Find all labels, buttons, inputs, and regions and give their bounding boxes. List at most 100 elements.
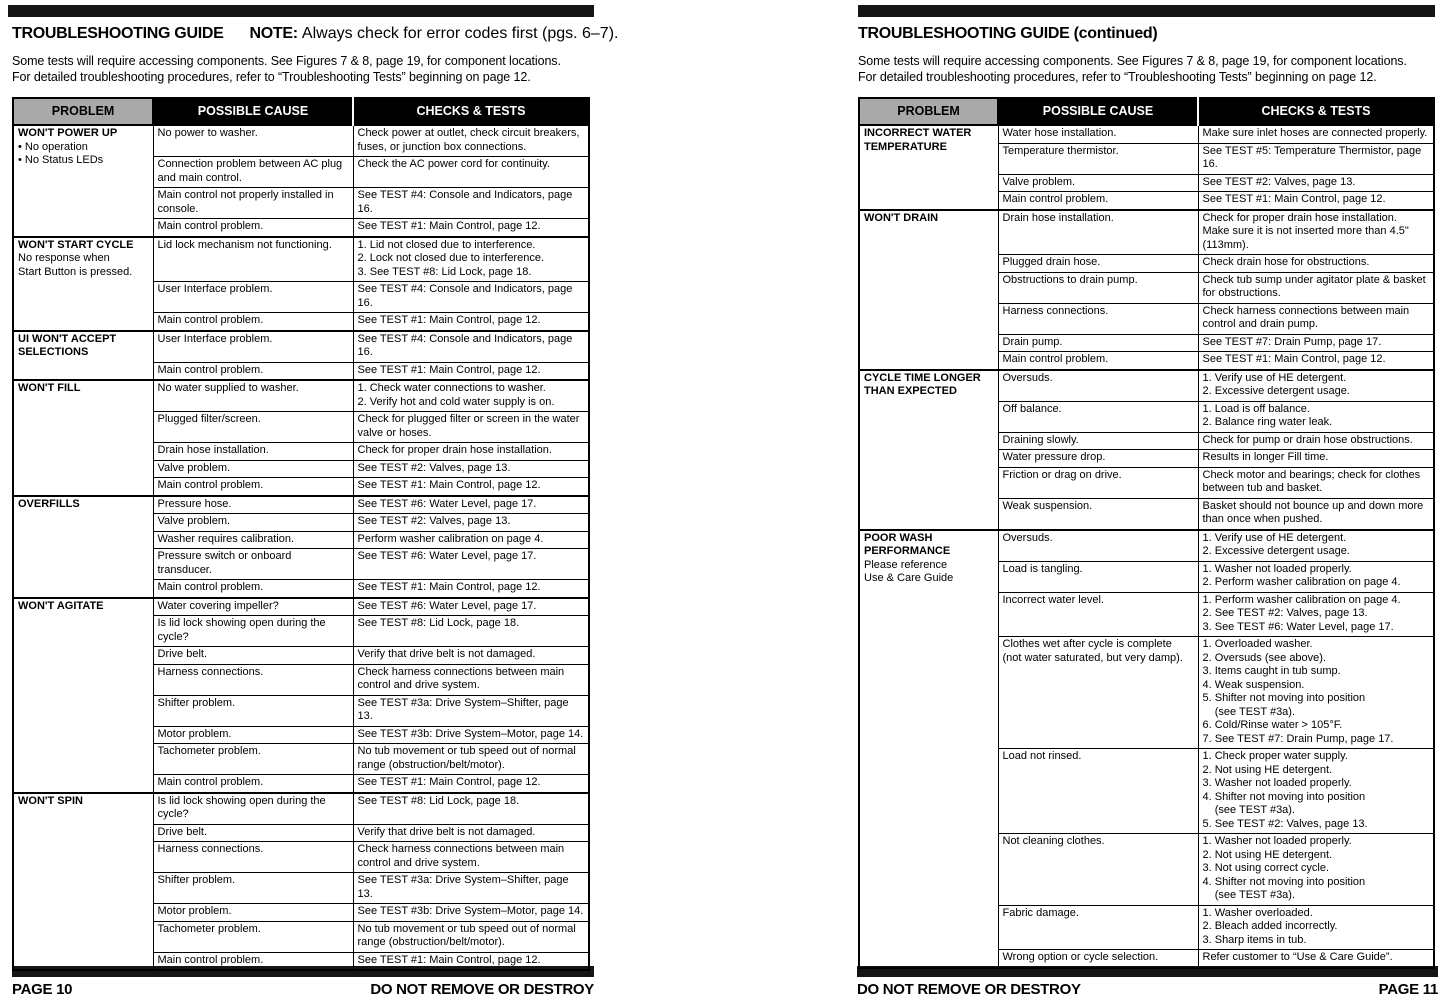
table-row: Load not rinsed. 1. Check proper water su… [859, 748, 1435, 834]
problem-title: CYCLE TIME LONGER THAN EXPECTED [864, 371, 981, 398]
cause-cell: Motor problem. [152, 725, 354, 744]
page-title-left: TROUBLESHOOTING GUIDE NOTE: Always check … [12, 25, 618, 43]
table-row: Wrong option or cycle selection. Refer cu… [859, 949, 1435, 968]
problem-cell: WON'T SPIN [12, 791, 154, 971]
cause-cell: Tachometer problem. [152, 743, 354, 775]
table-row: Harness connections. Check harness connec… [13, 663, 590, 696]
cause-cell: Water pressure drop. [997, 449, 1199, 468]
checks-cell: See TEST #8: Lid Lock, page 18. [352, 615, 590, 647]
cause-cell: Friction or drag on drive. [997, 466, 1199, 499]
problem-cell: CYCLE TIME LONGER THAN EXPECTED [858, 368, 999, 530]
checks-cell: See TEST #3b: Drive System–Motor, page 1… [352, 725, 590, 744]
cause-cell: Drain pump. [997, 333, 1199, 352]
cause-cell: Main control problem. [152, 361, 354, 381]
cause-cell: Main control problem. [152, 312, 354, 331]
cause-cell: Oversuds. [997, 528, 1199, 562]
column-header-problem: PROBLEM [12, 97, 154, 126]
table-row: Fabric damage. 1. Washer overloaded. 2. B… [859, 904, 1435, 950]
cause-cell: User Interface problem. [152, 281, 354, 313]
problem-title: UI WON'T ACCEPT SELECTIONS [18, 332, 117, 359]
checks-cell: 1. Lid not closed due to interference. 2… [352, 235, 590, 282]
checks-cell: See TEST #1: Main Control, page 12. [352, 774, 590, 793]
problem-note: No response when [18, 252, 110, 264]
guide-title: TROUBLESHOOTING GUIDE [12, 25, 224, 42]
table-row: Motor problem. See TEST #3b: Drive System… [13, 725, 590, 744]
problem-title: WON'T START CYCLE [18, 238, 134, 251]
checks-cell: See TEST #1: Main Control, page 12. [1197, 191, 1435, 210]
problem-title: WON'T AGITATE [18, 599, 104, 612]
column-header-possible-cause: POSSIBLE CAUSE [153, 98, 354, 125]
checks-cell: 1. Verify use of HE detergent. 2. Excess… [1197, 528, 1435, 562]
cause-cell: Weak suspension. [997, 497, 1199, 530]
cause-cell: Water hose installation. [997, 124, 1199, 144]
problem-note: • No operation [18, 140, 88, 153]
checks-cell: Check harness connections between main c… [1197, 302, 1435, 335]
cause-cell: Drain hose installation. [152, 442, 354, 461]
problem-title: POOR WASH PERFORMANCE [864, 531, 951, 558]
table-row: Plugged filter/screen. Check for plugged … [13, 411, 590, 443]
cause-cell: Is lid lock showing open during the cycl… [152, 615, 354, 647]
cause-cell: Shifter problem. [152, 694, 354, 727]
checks-cell: See TEST #5: Temperature Thermistor, pag… [1197, 142, 1435, 175]
checks-cell: See TEST #6: Water Level, page 17. [352, 494, 590, 514]
checks-cell: No tub movement or tub speed out of norm… [352, 743, 590, 775]
table-row: Not cleaning clothes. 1. Washer not loade… [859, 833, 1435, 906]
table-row: Off balance. 1. Load is off balance. 2. B… [859, 400, 1435, 433]
checks-cell: Check motor and bearings; check for clot… [1197, 466, 1435, 499]
checks-cell: See TEST #2: Valves, page 13. [352, 513, 590, 532]
problem-cell: WON'T START CYCLE No response when Start B… [12, 235, 154, 331]
table-row: Clothes wet after cycle is complete (not… [859, 636, 1435, 749]
problem-title: OVERFILLS [18, 497, 80, 510]
table-row: CYCLE TIME LONGER THAN EXPECTED Oversuds.… [858, 368, 1435, 530]
cause-cell: Temperature thermistor. [997, 142, 1199, 175]
checks-cell: Check for proper drain hose installation… [352, 442, 590, 461]
footer-left-page: PAGE 10 DO NOT REMOVE OR DESTROY [12, 981, 594, 998]
cause-cell: Plugged drain hose. [997, 254, 1199, 273]
page-title-right: TROUBLESHOOTING GUIDE (continued) [858, 25, 1158, 42]
table-row: WON'T START CYCLE No response when Start B… [12, 235, 590, 331]
table-row: Motor problem. See TEST #3b: Drive System… [13, 903, 590, 922]
table-header-row: PROBLEM POSSIBLE CAUSE CHECKS & TESTS [12, 97, 589, 126]
checks-cell: 1. Washer not loaded properly. 2. Not us… [1197, 833, 1435, 906]
table-row: Drain pump. See TEST #7: Drain Pump, page… [859, 333, 1435, 352]
column-header-checks-tests: CHECKS & TESTS [1198, 98, 1434, 125]
table-row: WON'T FILL No water supplied to washer. 1.… [12, 379, 590, 496]
checks-cell: Check the AC power cord for continuity. [352, 156, 590, 188]
checks-cell: Check drain hose for obstructions. [1197, 254, 1435, 273]
column-header-problem: PROBLEM [858, 97, 999, 126]
checks-cell: See TEST #1: Main Control, page 12. [352, 218, 590, 237]
checks-cell: 1. Washer overloaded. 2. Bleach added in… [1197, 904, 1435, 950]
problem-note: • No Status LEDs [18, 154, 104, 166]
table-row: Load is tangling. 1. Washer not loaded pr… [859, 560, 1435, 593]
table-row: Main control problem. See TEST #1: Main C… [13, 477, 590, 496]
checks-cell: Perform washer calibration on page 4. [352, 530, 590, 549]
table-header-row: PROBLEM POSSIBLE CAUSE CHECKS & TESTS [858, 97, 1434, 126]
problem-cell: OVERFILLS [12, 494, 154, 598]
checks-cell: See TEST #3a: Drive System–Shifter, page… [352, 694, 590, 727]
cause-cell: Tachometer problem. [152, 920, 354, 953]
checks-cell: Check for proper drain hose installation… [1197, 208, 1435, 255]
checks-cell: See TEST #4: Console and Indicators, pag… [352, 187, 590, 219]
cause-cell: User Interface problem. [152, 329, 354, 363]
cause-cell: Plugged filter/screen. [152, 411, 354, 443]
table-row: INCORRECT WATER TEMPERATURE Water hose in… [858, 124, 1435, 210]
problem-title: WON'T SPIN [18, 794, 83, 807]
checks-cell: See TEST #7: Drain Pump, page 17. [1197, 333, 1435, 352]
table-row: Friction or drag on drive. Check motor an… [859, 466, 1435, 499]
cause-cell: Not cleaning clothes. [997, 833, 1199, 906]
cause-cell: Off balance. [997, 400, 1199, 433]
cause-cell: Main control problem. [152, 477, 354, 496]
cause-cell: No water supplied to washer. [152, 379, 354, 412]
cause-cell: Valve problem. [997, 173, 1199, 192]
problem-cell: WON'T FILL [12, 379, 154, 496]
cause-cell: Shifter problem. [152, 872, 354, 904]
table-row: Valve problem. See TEST #2: Valves, page … [13, 459, 590, 478]
note-text: Always check for error codes first (pgs.… [301, 25, 619, 42]
do-not-remove-text: DO NOT REMOVE OR DESTROY [370, 981, 594, 998]
cause-cell: Load not rinsed. [997, 748, 1199, 834]
problem-note: Please reference [864, 558, 948, 571]
cause-cell: Pressure switch or onboard transducer. [152, 548, 354, 580]
table-row: Main control problem. See TEST #1: Main C… [13, 312, 590, 331]
cause-cell: No power to washer. [152, 124, 354, 157]
cause-cell: Main control problem. [152, 218, 354, 237]
